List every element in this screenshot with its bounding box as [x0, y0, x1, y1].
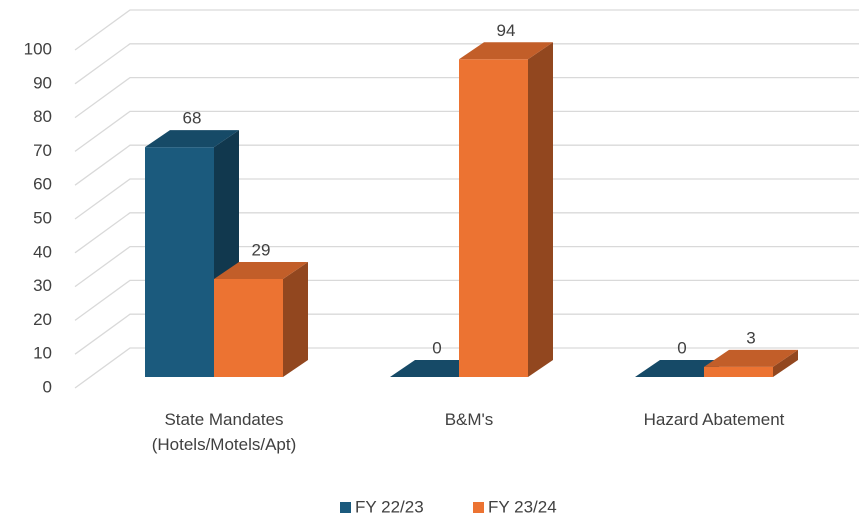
bar-front	[459, 59, 528, 377]
y-tick-label: 70	[33, 141, 52, 160]
y-tick-label: 30	[33, 276, 52, 295]
y-tick-label: 80	[33, 107, 52, 126]
grid-line	[74, 313, 859, 355]
grid-line	[74, 144, 859, 186]
grid-line	[74, 347, 859, 389]
data-label: 0	[677, 338, 686, 357]
y-tick-label: 20	[33, 310, 52, 329]
grid-line	[74, 212, 859, 254]
bar-side	[283, 261, 308, 377]
bar	[214, 261, 308, 377]
legend-swatch	[473, 502, 484, 513]
x-tick-label: State Mandates (Hotels/Motels/Apt)	[151, 410, 297, 454]
x-tick-label: Hazard Abatement	[643, 410, 785, 429]
grid-line	[74, 76, 859, 119]
grid-line	[74, 9, 859, 51]
y-tick-label: 90	[33, 73, 52, 92]
grid-line	[74, 43, 859, 85]
bar-front	[145, 147, 214, 377]
y-tick-label: 60	[33, 175, 52, 194]
bar-front	[704, 366, 773, 377]
bar-top	[704, 349, 798, 367]
grid-line	[74, 279, 859, 321]
data-label: 94	[497, 21, 516, 40]
bar-top	[459, 42, 553, 60]
bar-front	[214, 278, 283, 377]
y-tick-label: 40	[33, 242, 52, 261]
x-tick-label: B&M's	[444, 410, 494, 429]
bar-top	[214, 261, 308, 279]
legend-label: FY 22/23	[355, 497, 424, 516]
grid-line	[74, 110, 859, 152]
bar-side	[773, 349, 798, 377]
legend-label: FY 23/24	[488, 497, 557, 516]
data-label: 3	[746, 328, 755, 347]
y-tick-label: 0	[43, 377, 52, 396]
data-label: 68	[183, 109, 202, 128]
legend-swatch	[340, 502, 351, 513]
data-label: 0	[432, 338, 441, 357]
grid-line	[74, 245, 859, 288]
bar-top	[145, 130, 239, 148]
bar	[459, 42, 553, 377]
y-tick-label: 50	[33, 208, 52, 227]
y-tick-label: 100	[24, 39, 52, 58]
grid-line	[74, 178, 859, 220]
y-tick-label: 10	[33, 344, 52, 363]
data-label: 29	[252, 240, 271, 259]
bar	[704, 349, 798, 377]
bar-side	[528, 42, 553, 377]
